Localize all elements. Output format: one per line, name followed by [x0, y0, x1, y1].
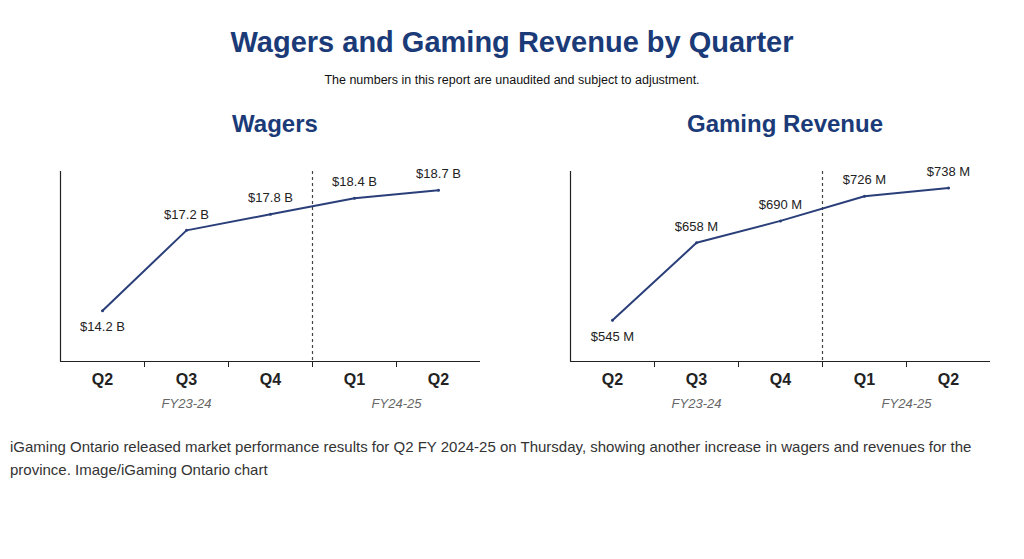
svg-text:Q2: Q2 — [428, 371, 449, 388]
svg-text:$17.8 B: $17.8 B — [248, 190, 293, 205]
svg-text:Q3: Q3 — [176, 371, 197, 388]
svg-text:Q2: Q2 — [938, 371, 959, 388]
svg-text:Q2: Q2 — [602, 371, 623, 388]
svg-text:$658 M: $658 M — [675, 219, 718, 234]
svg-text:FY24-25: FY24-25 — [882, 396, 933, 411]
html-text:The numbers in this report are: The numbers in this report are unaudited… — [324, 73, 700, 87]
svg-text:FY24-25: FY24-25 — [372, 396, 423, 411]
svg-text:Q3: Q3 — [686, 371, 707, 388]
svg-text:Q4: Q4 — [770, 371, 791, 388]
svg-text:$17.2 B: $17.2 B — [164, 207, 209, 222]
svg-text:Q1: Q1 — [854, 371, 875, 388]
svg-text:$690 M: $690 M — [759, 197, 802, 212]
html-text:Wagers: Wagers — [232, 110, 318, 137]
html-text:iGaming Ontario released marke: iGaming Ontario released market performa… — [10, 438, 972, 479]
svg-text:$18.4 B: $18.4 B — [332, 174, 377, 189]
svg-text:$18.7 B: $18.7 B — [416, 166, 461, 181]
html-text:Wagers and Gaming Revenue by Q: Wagers and Gaming Revenue by Quarter — [230, 26, 794, 58]
svg-text:FY23-24: FY23-24 — [162, 396, 212, 411]
html-text:Gaming Revenue: Gaming Revenue — [687, 110, 883, 137]
svg-text:$545 M: $545 M — [591, 329, 634, 344]
svg-text:Q1: Q1 — [344, 371, 365, 388]
svg-text:$14.2 B: $14.2 B — [80, 319, 125, 334]
svg-text:$738 M: $738 M — [927, 164, 970, 179]
svg-text:$726 M: $726 M — [843, 172, 886, 187]
svg-text:Q2: Q2 — [92, 371, 113, 388]
svg-text:FY23-24: FY23-24 — [672, 396, 722, 411]
svg-text:Q4: Q4 — [260, 371, 281, 388]
